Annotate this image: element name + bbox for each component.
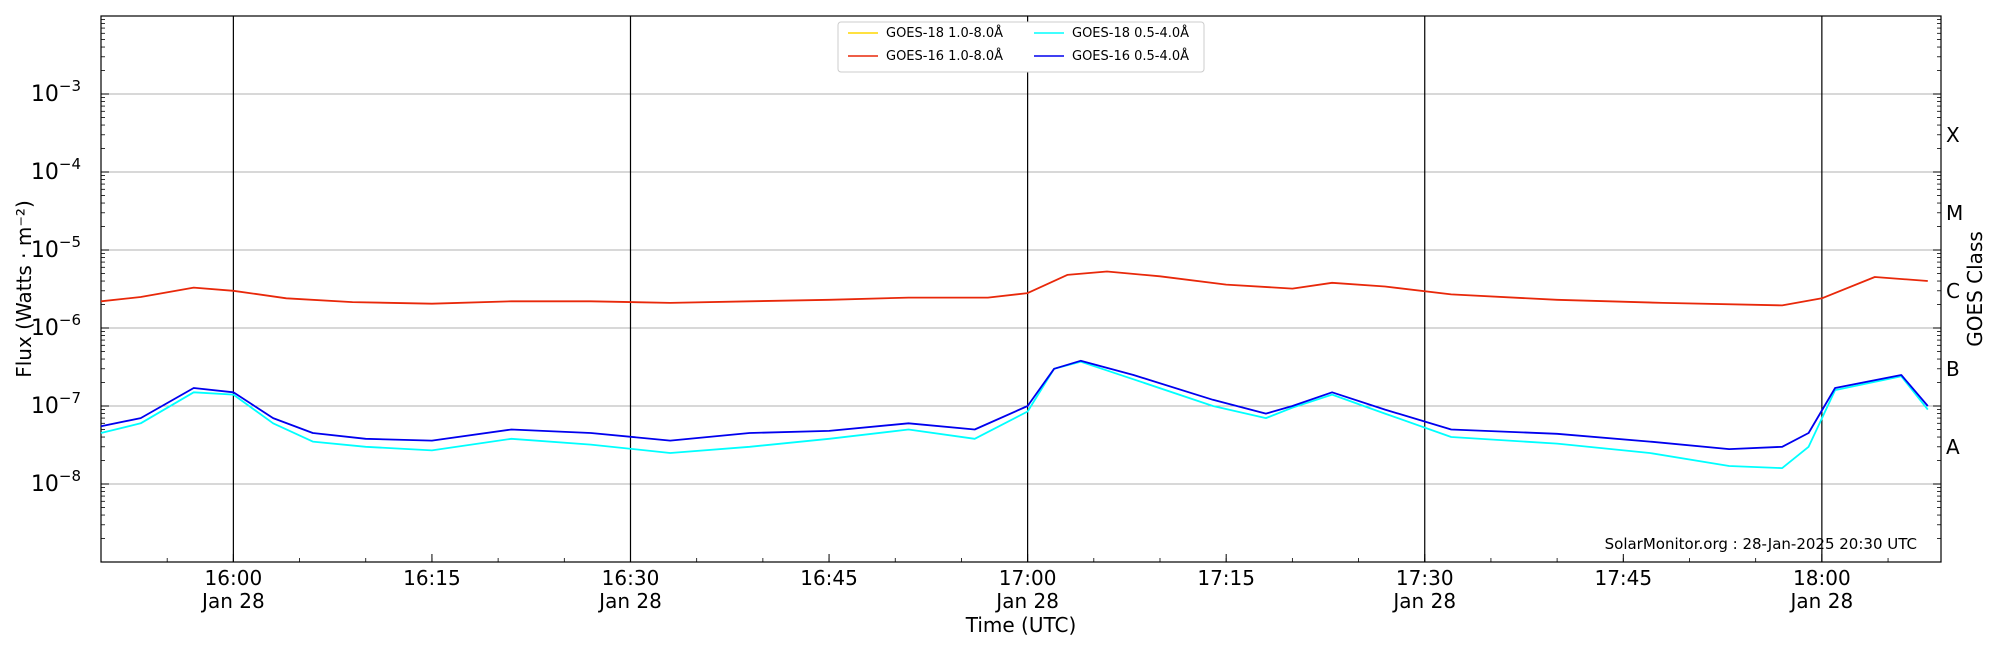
x-tick-label: 17:30 [1396,566,1454,590]
goes-class-label: M [1946,201,1963,225]
plot-frame [100,15,1942,563]
x-axis-label: Time (UTC) [965,613,1077,637]
x-tick-label: 17:00 [999,566,1057,590]
goes-class-label: C [1946,279,1960,303]
y-tick-label: 10−4 [31,155,81,185]
legend-label: GOES-18 0.5-4.0Å [1072,25,1189,41]
goes-class-label: X [1946,123,1960,147]
x-tick-label: 18:00 [1793,566,1851,590]
y-tick-label: 10−6 [31,311,81,341]
legend-label: GOES-18 1.0-8.0Å [886,25,1003,41]
y-tick-label: 10−7 [31,389,81,419]
y-tick-label: 10−5 [31,233,81,263]
day-tick-lines [232,16,1823,562]
y-gridlines [101,93,1941,485]
x-tick-label: 16:00 [205,566,263,590]
x-tick-sublabel: Jan 28 [200,589,265,613]
legend-label: GOES-16 1.0-8.0Å [886,48,1003,64]
y-axis: 10−8 10−7 10−6 10−5 10−4 10−3 [31,19,1941,539]
goes-class-axis-label: GOES Class [1963,231,1987,347]
source-annotation: SolarMonitor.org : 28-Jan-2025 20:30 UTC [1605,535,1917,553]
y-tick-label: 10−8 [31,467,81,497]
series-line [100,359,1929,451]
legend-label: GOES-16 0.5-4.0Å [1072,48,1189,64]
x-tick-label: 16:30 [602,566,660,590]
legend-box [837,21,1205,73]
x-tick-label: 16:45 [800,566,858,590]
x-tick-sublabel: Jan 28 [597,589,662,613]
x-tick-label: 17:15 [1197,566,1255,590]
y-tick-label: 10−3 [31,77,81,107]
x-tick-label: 17:45 [1594,566,1652,590]
series-line [100,270,1928,307]
x-tick-sublabel: Jan 28 [994,589,1059,613]
x-tick-sublabel: Jan 28 [1789,589,1854,613]
goes-class-axis: A B C M X [1946,123,1963,459]
goes-class-label: A [1946,435,1960,459]
series-lines [100,270,1929,470]
legend: GOES-18 1.0-8.0Å GOES-16 1.0-8.0Å GOES-18 … [837,21,1205,73]
x-tick-sublabel: Jan 28 [1391,589,1456,613]
goes-class-label: B [1946,357,1960,381]
y-axis-label: Flux (Watts · m⁻²) [12,200,36,378]
x-tick-label: 16:15 [403,566,461,590]
series-line [100,360,1929,470]
